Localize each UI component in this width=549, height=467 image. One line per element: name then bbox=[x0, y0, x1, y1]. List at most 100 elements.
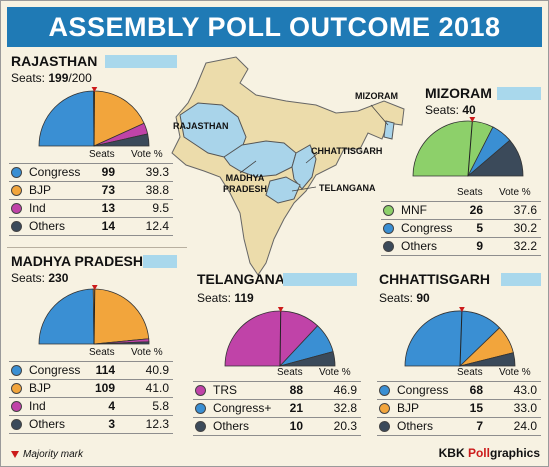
pie-rajasthan bbox=[37, 85, 151, 147]
party-vote-share: 30.2 bbox=[513, 221, 537, 235]
party-vote-share: 5.8 bbox=[152, 399, 169, 413]
party-vote-share: 33.0 bbox=[513, 401, 537, 415]
party-seats: 109 bbox=[94, 381, 115, 395]
state-title-bar bbox=[143, 255, 177, 268]
legend-swatch bbox=[11, 383, 22, 394]
party-vote-share: 43.0 bbox=[513, 383, 537, 397]
party-name: Congress+ bbox=[213, 401, 272, 415]
majority-mark-icon bbox=[457, 305, 466, 313]
party-vote-share: 32.2 bbox=[513, 239, 537, 253]
party-name: TRS bbox=[213, 383, 237, 397]
party-seats: 13 bbox=[101, 201, 115, 215]
pie-slice-others bbox=[93, 133, 150, 147]
legend-row: Others 9 32.2 bbox=[381, 237, 541, 256]
state-title-bar bbox=[497, 87, 541, 100]
legend-header-vote: Vote % bbox=[319, 367, 351, 378]
majority-line bbox=[279, 310, 282, 367]
party-seats: 4 bbox=[108, 399, 115, 413]
legend-row: Others 14 12.4 bbox=[9, 217, 173, 236]
party-vote-share: 12.3 bbox=[145, 417, 169, 431]
party-name: Congress bbox=[29, 165, 81, 179]
legend-header-vote: Vote % bbox=[499, 367, 531, 378]
party-name: Others bbox=[29, 417, 66, 431]
seats-label: Seats: bbox=[379, 291, 414, 305]
page-title: ASSEMBLY POLL OUTCOME 2018 bbox=[7, 7, 542, 47]
legend-header-vote: Vote % bbox=[499, 187, 531, 198]
section-divider-horizontal bbox=[7, 247, 187, 248]
seats-total-suffix: /200 bbox=[68, 71, 92, 85]
pie-telangana bbox=[223, 305, 337, 367]
legend-swatch bbox=[379, 385, 390, 396]
party-vote-share: 12.4 bbox=[145, 219, 169, 233]
majority-line bbox=[459, 311, 463, 367]
map-leader-chhattisgarh bbox=[305, 152, 319, 164]
map-label-mp-line2: PRADESH bbox=[223, 184, 268, 194]
pie-chhattisgarh bbox=[403, 305, 517, 367]
seats-total-mizoram: Seats: 40 bbox=[425, 103, 476, 117]
majority-mark-icon bbox=[468, 115, 477, 123]
party-seats: 14 bbox=[101, 219, 115, 233]
footnote: Majority mark bbox=[11, 449, 83, 460]
state-title-bar bbox=[501, 273, 541, 286]
party-name: Congress bbox=[29, 363, 81, 377]
legend-row: Congress+ 21 32.8 bbox=[193, 399, 361, 417]
pie-slice-others bbox=[459, 352, 516, 367]
majority-line bbox=[467, 121, 473, 177]
map-label-telangana: TELANGANA bbox=[319, 183, 376, 193]
pie-slice-others bbox=[466, 139, 524, 177]
credit-suffix: graphics bbox=[489, 446, 540, 460]
map-leader-madhya-pradesh bbox=[239, 160, 257, 174]
party-name: Ind bbox=[29, 201, 46, 215]
legend-header-seats: Seats bbox=[89, 347, 115, 358]
party-name: Others bbox=[213, 419, 250, 433]
party-vote-share: 46.9 bbox=[333, 383, 357, 397]
credit: KBK Pollgraphics bbox=[439, 446, 540, 460]
pie-svg bbox=[412, 115, 524, 177]
legend-swatch bbox=[379, 403, 390, 414]
legend-row: TRS 88 46.9 bbox=[193, 381, 361, 399]
party-seats: 3 bbox=[108, 417, 115, 431]
seats-label: Seats: bbox=[425, 103, 460, 117]
majority-mark-icon bbox=[11, 450, 19, 458]
legend-row: Others 7 24.0 bbox=[377, 417, 541, 436]
seats-total-value: 119 bbox=[234, 291, 254, 305]
pie-slice-bjp bbox=[93, 90, 145, 147]
seats-total-value: 40 bbox=[462, 103, 476, 117]
state-title-telangana: TELANGANA bbox=[197, 271, 285, 287]
pie-svg bbox=[224, 305, 336, 367]
seats-total-value: 230 bbox=[48, 271, 69, 285]
state-title-rajasthan: RAJASTHAN bbox=[11, 53, 98, 69]
legend-swatch bbox=[383, 223, 394, 234]
majority-line bbox=[93, 289, 96, 345]
party-seats: 114 bbox=[95, 363, 115, 377]
pie-svg bbox=[404, 305, 516, 367]
seats-total-madhya-pradesh: Seats: 230 bbox=[11, 271, 68, 285]
pie-slice-congress bbox=[38, 288, 95, 345]
party-name: Others bbox=[29, 219, 66, 233]
majority-mark-icon bbox=[276, 305, 285, 312]
party-vote-share: 32.8 bbox=[333, 401, 357, 415]
party-vote-share: 41.0 bbox=[145, 381, 169, 395]
map-label-rajasthan: RAJASTHAN bbox=[173, 121, 229, 131]
legend-header-seats: Seats bbox=[457, 187, 483, 198]
legend-chhattisgarh: Seats Vote % Congress 68 43.0 BJP 15 33.0 Others… bbox=[377, 367, 541, 439]
legend-row: BJP 109 41.0 bbox=[9, 379, 173, 397]
majority-mark-icon bbox=[90, 283, 99, 291]
map-label-mp-line1: MADHYA bbox=[225, 173, 265, 183]
legend-swatch bbox=[379, 421, 390, 432]
map-label-madhya-pradesh: MADHYA PRADESH bbox=[223, 173, 267, 195]
state-title-bar bbox=[283, 273, 357, 286]
party-name: BJP bbox=[29, 183, 52, 197]
legend-row: Others 3 12.3 bbox=[9, 415, 173, 434]
legend-rajasthan: Seats Vote % Congress 99 39.3 BJP 73 38.8 Ind 13 9… bbox=[9, 149, 173, 239]
legend-madhya-pradesh: Seats Vote % Congress 114 40.9 BJP 109 41.0 Ind 4… bbox=[9, 347, 173, 437]
party-seats: 5 bbox=[476, 221, 483, 235]
seats-total-rajasthan: Seats: 199/200 bbox=[11, 71, 92, 85]
seats-total-chhattisgarh: Seats: 90 bbox=[379, 291, 430, 305]
party-name: Others bbox=[397, 419, 434, 433]
pie-slice-others bbox=[93, 341, 150, 345]
map-label-chhattisgarh: CHHATTISGARH bbox=[311, 146, 383, 156]
party-seats: 15 bbox=[469, 401, 483, 415]
legend-swatch bbox=[11, 401, 22, 412]
